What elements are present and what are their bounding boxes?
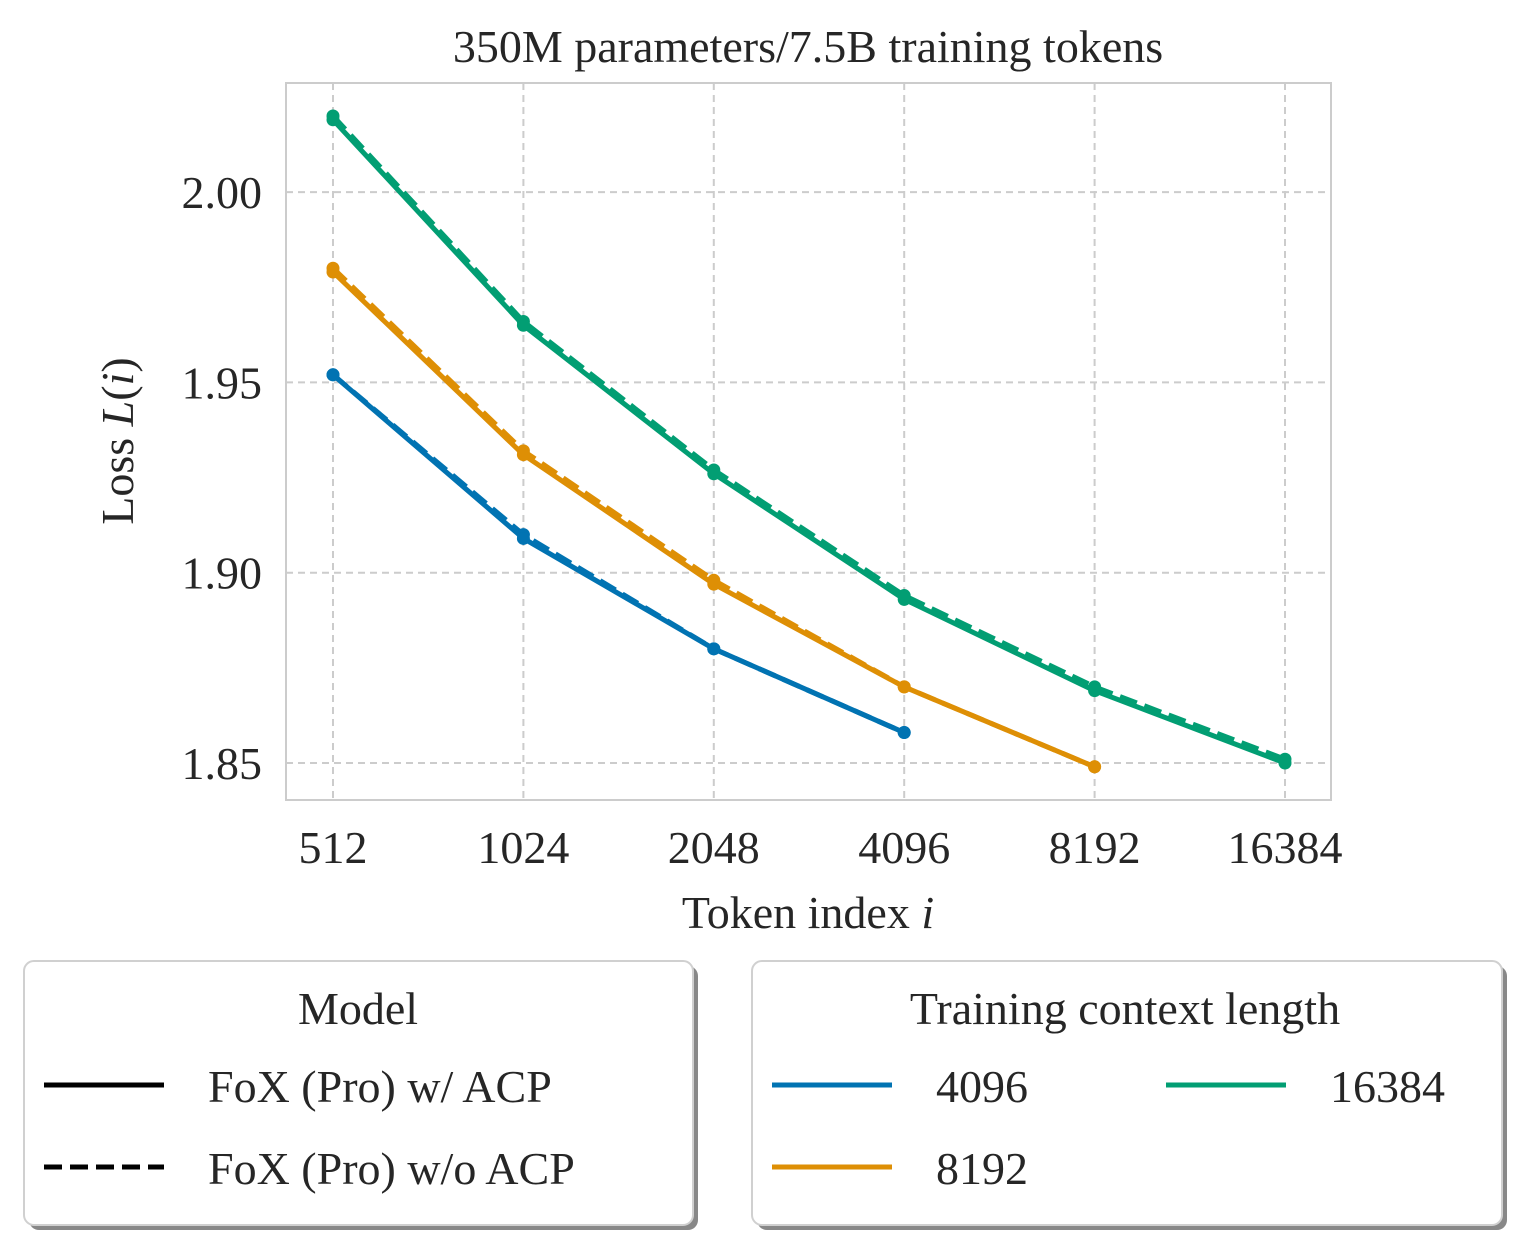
x-axis-label-var: i <box>921 887 934 938</box>
data-point-with-acp-16384 <box>897 592 911 606</box>
series-layer <box>326 109 1292 774</box>
x-tick-label: 16384 <box>1228 822 1343 873</box>
legend-context-entry-4096: 4096 <box>936 1061 1028 1112</box>
data-point-with-acp-8192 <box>897 680 911 694</box>
data-point-with-acp-8192 <box>707 577 721 591</box>
x-tick-label: 4096 <box>858 822 950 873</box>
legend-model-box <box>23 960 694 1226</box>
data-point-with-acp-4096 <box>326 368 340 382</box>
data-point-with-acp-8192 <box>326 265 340 279</box>
data-point-with-acp-16384 <box>1088 684 1102 698</box>
x-tick-label: 512 <box>299 822 368 873</box>
legend-model: Model FoX (Pro) w/ ACP FoX (Pro) w/o ACP <box>23 960 698 1230</box>
y-axis-label-close: ) <box>92 357 143 372</box>
x-tick-label: 2048 <box>668 822 760 873</box>
series-line-without-acp-16384 <box>331 114 1286 762</box>
y-tick-label: 1.85 <box>182 738 263 789</box>
legend-model-entry-dashed: FoX (Pro) w/o ACP <box>208 1143 575 1194</box>
x-tick-label: 8192 <box>1049 822 1141 873</box>
y-tick-label: 1.90 <box>182 548 263 599</box>
y-tick-label: 2.00 <box>182 167 263 218</box>
legend-context: Training context length 4096 8192 16384 <box>751 960 1507 1230</box>
y-axis-label-text: Loss <box>92 426 143 524</box>
legend-model-title: Model <box>298 983 418 1034</box>
y-axis-ticks: 1.85 1.90 1.95 2.00 <box>182 167 263 789</box>
data-point-with-acp-16384 <box>326 113 340 127</box>
x-axis-label-text: Token index <box>682 887 922 938</box>
y-tick-label: 1.95 <box>182 357 263 408</box>
legend-model-entry-solid: FoX (Pro) w/ ACP <box>208 1061 552 1112</box>
y-axis-label-var: i <box>92 373 143 386</box>
data-point-with-acp-4096 <box>516 531 530 545</box>
x-tick-label: 1024 <box>477 822 569 873</box>
data-point-with-acp-4096 <box>707 642 721 656</box>
x-axis-ticks: 512 1024 2048 4096 8192 16384 <box>299 822 1343 873</box>
legend-context-entry-16384: 16384 <box>1330 1061 1445 1112</box>
data-point-with-acp-4096 <box>897 726 911 740</box>
legend-context-box <box>751 960 1503 1226</box>
grid <box>286 83 1331 800</box>
x-axis-label: Token index i <box>682 887 934 938</box>
data-point-with-acp-16384 <box>1278 756 1292 770</box>
data-point-with-acp-8192 <box>516 448 530 462</box>
legend-context-entry-8192: 8192 <box>936 1143 1028 1194</box>
data-point-with-acp-16384 <box>707 467 721 481</box>
y-axis-label-func: L <box>92 401 143 428</box>
data-point-with-acp-16384 <box>516 318 530 332</box>
y-axis-label: Loss L(i) <box>92 357 143 524</box>
plot-frame <box>285 82 1332 801</box>
series-line-with-acp-4096 <box>331 372 906 735</box>
series-line-with-acp-16384 <box>331 118 1286 766</box>
legend-context-title: Training context length <box>910 983 1340 1034</box>
y-axis-label-open: ( <box>92 385 143 400</box>
chart-title: 350M parameters/7.5B training tokens <box>453 21 1163 72</box>
data-point-with-acp-8192 <box>1088 760 1102 774</box>
